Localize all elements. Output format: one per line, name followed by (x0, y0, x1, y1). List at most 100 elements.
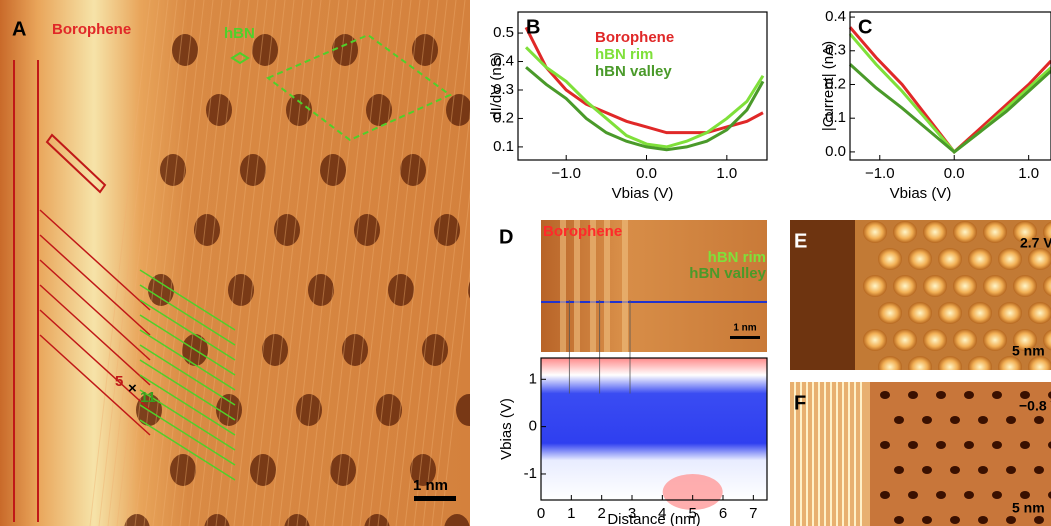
texture (1043, 329, 1051, 351)
texture (1013, 329, 1037, 351)
texture (228, 274, 254, 306)
texture (953, 275, 977, 297)
texture (224, 0, 286, 526)
texture (262, 334, 288, 366)
texture (574, 220, 580, 352)
texture (350, 0, 412, 526)
annotation: hBN rim (708, 249, 766, 266)
texture (908, 391, 918, 399)
texture (139, 374, 236, 436)
annotation: × (128, 380, 137, 397)
texture (1020, 441, 1030, 449)
x-tick-label: 6 (719, 505, 727, 522)
texture (908, 356, 932, 370)
texture (1013, 221, 1037, 243)
texture (1034, 516, 1044, 524)
annotation: 2.7 V (1020, 235, 1051, 251)
scale-bar-label: 1 nm (733, 323, 756, 334)
texture (320, 154, 346, 186)
texture (139, 359, 236, 421)
y-tick-label: 0 (529, 418, 537, 435)
texture (893, 329, 917, 351)
texture (922, 466, 932, 474)
annotation: Borophene (52, 21, 131, 38)
texture (250, 454, 276, 486)
texture (125, 0, 187, 526)
texture (386, 0, 448, 526)
texture (260, 0, 322, 526)
x-tick-label: −1.0 (865, 165, 895, 182)
texture (880, 491, 890, 499)
panel-label: C (858, 16, 872, 38)
texture (368, 0, 430, 526)
texture (404, 0, 466, 526)
texture (170, 0, 232, 526)
heatmap-field (662, 474, 723, 510)
scale-bar (730, 336, 760, 339)
heatmap-field (541, 358, 767, 500)
line (524, 26, 764, 135)
texture (266, 33, 452, 142)
texture (878, 302, 902, 324)
x-tick-label: 5 (689, 505, 697, 522)
texture (332, 0, 394, 526)
texture (1020, 491, 1030, 499)
texture (923, 221, 947, 243)
texture (950, 416, 960, 424)
x-axis-label: Vbias (V) (612, 185, 674, 202)
texture (1034, 466, 1044, 474)
texture (314, 0, 376, 526)
texture (968, 356, 992, 370)
stm-image-e (790, 220, 1051, 370)
texture (296, 394, 322, 426)
line (524, 46, 765, 149)
texture (1043, 221, 1051, 243)
line (525, 66, 765, 152)
texture (332, 34, 358, 66)
texture (107, 0, 169, 526)
texture (215, 0, 277, 526)
texture (1048, 391, 1051, 399)
panel-label: F (794, 392, 806, 414)
texture (978, 416, 988, 424)
texture (269, 0, 331, 526)
y-axis-label: dI/dV (nS) (488, 52, 505, 120)
texture (116, 0, 178, 526)
texture (863, 329, 887, 351)
texture (359, 0, 421, 526)
texture (388, 274, 414, 306)
x-axis-label: Vbias (V) (890, 185, 952, 202)
scale-bar-label: 5 nm (1012, 343, 1045, 359)
texture (251, 0, 313, 526)
panel-label: B (526, 16, 540, 38)
texture (938, 302, 962, 324)
texture (992, 441, 1002, 449)
texture (936, 441, 946, 449)
annotation: 5 (115, 373, 123, 390)
texture (590, 220, 596, 352)
texture (170, 454, 196, 486)
texture (560, 220, 566, 352)
texture (400, 154, 426, 186)
annotation: hBN (224, 25, 255, 42)
x-tick-label: 0 (537, 505, 545, 522)
texture (968, 302, 992, 324)
texture (938, 356, 962, 370)
texture (98, 0, 160, 526)
texture (39, 234, 151, 336)
texture (308, 274, 334, 306)
texture (992, 391, 1002, 399)
texture (878, 356, 902, 370)
texture (950, 466, 960, 474)
x-tick-label: 4 (658, 505, 666, 522)
texture (1006, 516, 1016, 524)
texture (342, 334, 368, 366)
texture (204, 514, 230, 526)
texture (139, 299, 236, 361)
texture (296, 0, 358, 526)
texture (908, 302, 932, 324)
y-tick-label: 0.4 (493, 52, 514, 69)
annotation: −0.8 V (1019, 398, 1051, 414)
texture (39, 284, 151, 386)
